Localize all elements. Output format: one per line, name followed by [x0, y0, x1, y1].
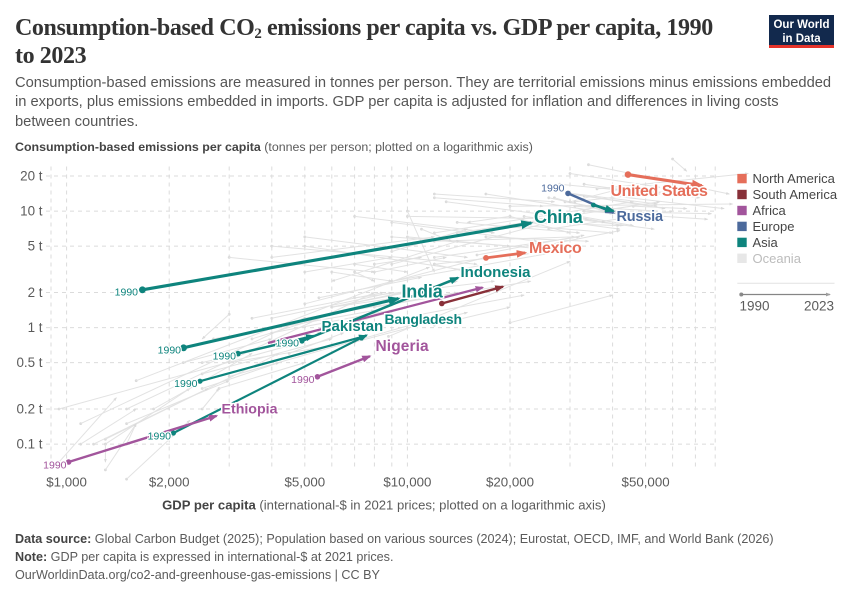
svg-text:India: India — [402, 282, 444, 302]
svg-text:United States: United States — [611, 183, 709, 200]
svg-text:1990: 1990 — [276, 338, 300, 350]
svg-text:1990: 1990 — [740, 299, 770, 314]
svg-text:$20,000: $20,000 — [486, 475, 534, 490]
svg-text:Ethiopia: Ethiopia — [222, 402, 278, 418]
svg-text:Nigeria: Nigeria — [376, 338, 430, 355]
svg-text:0.5 t: 0.5 t — [16, 355, 42, 370]
svg-text:Asia: Asia — [753, 235, 779, 250]
svg-text:Bangladesh: Bangladesh — [385, 311, 462, 327]
svg-text:Mexico: Mexico — [529, 240, 582, 257]
svg-text:1990: 1990 — [148, 431, 172, 443]
svg-text:Russia: Russia — [617, 209, 664, 225]
svg-text:South America: South America — [753, 187, 838, 202]
svg-text:1990: 1990 — [174, 378, 198, 390]
svg-text:0.1 t: 0.1 t — [16, 437, 42, 452]
svg-text:1990: 1990 — [291, 374, 315, 386]
svg-text:1990: 1990 — [43, 460, 67, 472]
svg-text:Oceania: Oceania — [753, 251, 802, 266]
svg-text:Europe: Europe — [753, 219, 795, 234]
svg-text:1990: 1990 — [541, 183, 565, 195]
svg-text:GDP per capita (international-: GDP per capita (international-$ in 2021 … — [162, 498, 606, 513]
svg-text:$2,000: $2,000 — [149, 475, 190, 490]
svg-text:$10,000: $10,000 — [383, 475, 431, 490]
svg-text:Africa: Africa — [753, 203, 787, 218]
svg-text:Pakistan: Pakistan — [322, 318, 384, 335]
svg-text:1990: 1990 — [213, 351, 237, 363]
svg-text:China: China — [534, 207, 584, 227]
svg-text:1990: 1990 — [158, 345, 182, 357]
svg-text:5 t: 5 t — [28, 239, 43, 254]
svg-text:$1,000: $1,000 — [46, 475, 87, 490]
svg-text:Indonesia: Indonesia — [461, 264, 532, 281]
svg-text:$50,000: $50,000 — [622, 475, 670, 490]
svg-text:North America: North America — [753, 171, 836, 186]
svg-text:2 t: 2 t — [28, 285, 43, 300]
svg-text:$5,000: $5,000 — [284, 475, 325, 490]
svg-text:0.2 t: 0.2 t — [16, 402, 42, 417]
svg-text:1 t: 1 t — [28, 320, 43, 335]
svg-text:10 t: 10 t — [20, 204, 43, 219]
svg-text:20 t: 20 t — [20, 169, 43, 184]
svg-text:2023: 2023 — [804, 299, 834, 314]
svg-text:1990: 1990 — [115, 287, 139, 299]
